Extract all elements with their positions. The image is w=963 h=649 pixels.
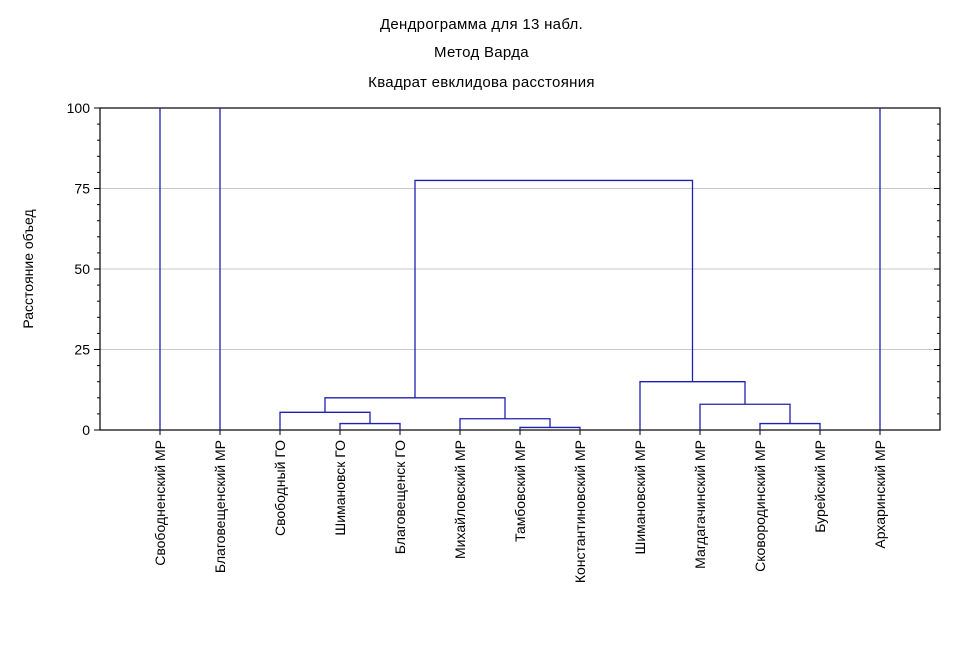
leaf-label: Сковородинский МР [752, 440, 768, 572]
leaf-label: Магдагачинский МР [692, 440, 708, 569]
leaf-label: Константиновский МР [572, 440, 588, 583]
leaf-label: Благовещенский МР [212, 440, 228, 573]
dendrogram-link [414, 179, 694, 398]
dendrogram-link [324, 397, 506, 419]
dendrogram-link [639, 381, 746, 430]
leaf-label: Свободный ГО [272, 440, 288, 536]
y-tick-label: 0 [82, 422, 90, 438]
chart-subtitle: Метод Варда [434, 44, 529, 61]
leaf-label: Свободненский МР [152, 440, 168, 566]
dendrogram-link [339, 422, 401, 430]
y-tick-label: 100 [67, 100, 91, 116]
leaf-label: Архаринский МР [872, 440, 888, 549]
leaf-label: Михайловский МР [452, 440, 468, 559]
dendrogram-link [279, 411, 371, 430]
dendrogram-link [699, 403, 791, 430]
dendrogram-link [459, 418, 551, 430]
leaf-label: Шимановск ГО [332, 440, 348, 536]
y-tick-label: 50 [74, 261, 90, 277]
leaf-label: Благовещенск ГО [392, 440, 408, 554]
leaf-label: Тамбовский МР [512, 440, 528, 542]
leaf-label: Шимановский МР [632, 440, 648, 555]
y-tick-label: 75 [74, 181, 90, 197]
chart-title: Дендрограмма для 13 набл. [379, 16, 584, 33]
dendrogram-link [759, 422, 821, 430]
y-axis-title: Расстояние объед [20, 209, 36, 328]
y-tick-label: 25 [74, 342, 90, 358]
leaf-label: Бурейский МР [812, 440, 828, 533]
chart-subtitle-2: Квадрат евклидова расстояния [368, 74, 595, 91]
